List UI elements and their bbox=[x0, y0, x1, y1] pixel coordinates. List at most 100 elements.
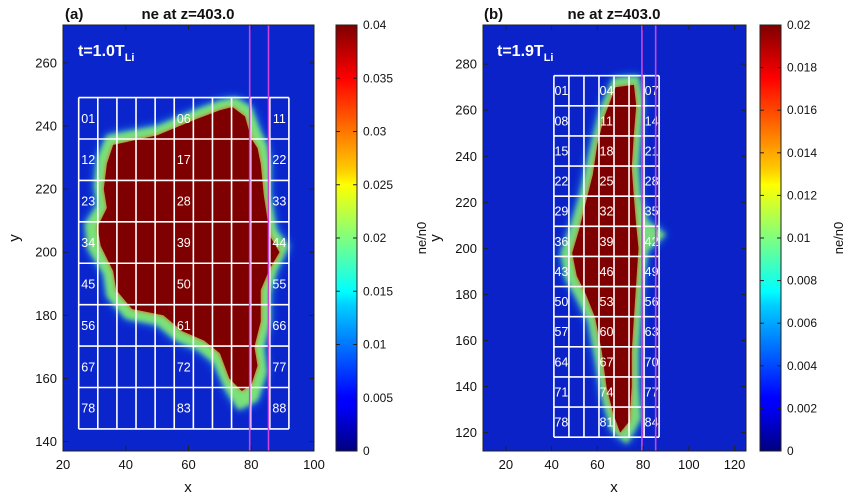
panel-a: (a) ne at z=403.0 01 06 11 12 17 22 23 28 33 34 39… bbox=[6, 6, 429, 496]
y-tick-label: 160 bbox=[35, 371, 57, 386]
panel-b-colorbar-ticks: 0 0.002 0.004 0.006 0.008 0.01 0.012 0.014 0.016… bbox=[760, 18, 817, 458]
colorbar-tick-label: 0.02 bbox=[363, 231, 387, 245]
grid-cell-label: 78 bbox=[81, 402, 95, 416]
colorbar-tick-label: 0.012 bbox=[787, 188, 817, 202]
grid-cell-label: 28 bbox=[645, 175, 659, 189]
grid-cell-label: 08 bbox=[554, 114, 568, 128]
colorbar-tick-label: 0.014 bbox=[787, 146, 817, 160]
y-tick-label: 200 bbox=[455, 241, 477, 256]
y-tick-label: 280 bbox=[455, 57, 477, 72]
panel-b-label: (b) bbox=[484, 6, 503, 23]
grid-cell-label: 22 bbox=[554, 175, 568, 189]
grid-cell-label: 81 bbox=[600, 416, 614, 430]
grid-cell-label: 04 bbox=[600, 84, 614, 98]
grid-cell-label: 57 bbox=[554, 325, 568, 339]
grid-cell-label: 07 bbox=[645, 84, 659, 98]
grid-cell-label: 88 bbox=[272, 402, 286, 416]
y-tick-label: 160 bbox=[455, 333, 477, 348]
grid-cell-label: 45 bbox=[81, 277, 95, 291]
colorbar-tick-label: 0.01 bbox=[363, 338, 387, 352]
grid-cell-label: 70 bbox=[645, 355, 659, 369]
x-tick-label: 60 bbox=[181, 457, 195, 472]
y-tick-label: 180 bbox=[455, 287, 477, 302]
panel-b-time-sub: Li bbox=[544, 52, 554, 64]
y-tick-label: 220 bbox=[455, 195, 477, 210]
grid-cell-label: 32 bbox=[600, 205, 614, 219]
panel-b-colorbar-label: ne/n0 bbox=[831, 222, 846, 255]
panel-a-y-label: y bbox=[6, 234, 23, 242]
grid-cell-label: 39 bbox=[177, 236, 191, 250]
grid-cell-label: 60 bbox=[600, 325, 614, 339]
grid-cell-label: 42 bbox=[645, 235, 659, 249]
y-tick-label: 120 bbox=[455, 425, 477, 440]
grid-cell-label: 25 bbox=[600, 175, 614, 189]
y-tick-label: 140 bbox=[455, 379, 477, 394]
panel-b-vertical-lines bbox=[641, 25, 657, 451]
grid-cell-label: 53 bbox=[600, 295, 614, 309]
colorbar-tick-label: 0.015 bbox=[363, 284, 393, 298]
grid-cell-label: 01 bbox=[81, 112, 95, 126]
grid-cell-label: 15 bbox=[554, 144, 568, 158]
panel-a-colorbar-ticks: 0 0.005 0.01 0.015 0.02 0.025 0.03 0.035 0.04 bbox=[336, 18, 393, 458]
grid-cell-label: 61 bbox=[177, 319, 191, 333]
grid-cell-label: 29 bbox=[554, 205, 568, 219]
grid-cell-label: 78 bbox=[554, 416, 568, 430]
grid-cell-label: 34 bbox=[81, 236, 95, 250]
colorbar-tick-label: 0.02 bbox=[787, 18, 811, 32]
panel-b-density-core bbox=[572, 84, 639, 433]
grid-cell-label: 74 bbox=[600, 385, 614, 399]
grid-cell-label: 06 bbox=[177, 112, 191, 126]
colorbar-tick-label: 0.005 bbox=[363, 391, 393, 405]
grid-cell-label: 77 bbox=[272, 360, 286, 374]
x-tick-label: 20 bbox=[499, 457, 513, 472]
x-tick-label: 120 bbox=[724, 457, 746, 472]
grid-cell-label: 12 bbox=[81, 153, 95, 167]
y-tick-label: 200 bbox=[35, 245, 57, 260]
grid-cell-label: 71 bbox=[554, 385, 568, 399]
x-tick-label: 40 bbox=[544, 457, 558, 472]
grid-cell-label: 11 bbox=[273, 112, 286, 126]
x-tick-label: 100 bbox=[678, 457, 700, 472]
colorbar-tick-label: 0.035 bbox=[363, 71, 393, 85]
grid-cell-label: 50 bbox=[554, 295, 568, 309]
panel-a-grid bbox=[77, 96, 290, 430]
grid-cell-label: 43 bbox=[554, 265, 568, 279]
grid-cell-label: 83 bbox=[177, 402, 191, 416]
grid-cell-label: 64 bbox=[554, 355, 568, 369]
grid-cell-label: 63 bbox=[645, 325, 659, 339]
panel-b-y-label: y bbox=[427, 234, 444, 242]
grid-cell-label: 44 bbox=[272, 236, 286, 250]
panel-a-label: (a) bbox=[65, 6, 83, 23]
y-tick-label: 240 bbox=[35, 118, 57, 133]
panel-b-plot-frame bbox=[482, 24, 747, 452]
grid-cell-label: 72 bbox=[177, 360, 191, 374]
x-tick-label: 80 bbox=[636, 457, 650, 472]
y-tick-label: 240 bbox=[455, 149, 477, 164]
grid-cell-label: 11 bbox=[600, 114, 613, 128]
grid-cell-label: 28 bbox=[177, 195, 191, 209]
y-tick-label: 140 bbox=[35, 434, 57, 449]
grid-cell-label: 17 bbox=[177, 153, 191, 167]
grid-cell-label: 36 bbox=[554, 235, 568, 249]
y-tick-label: 260 bbox=[455, 103, 477, 118]
colorbar-tick-label: 0.018 bbox=[787, 61, 817, 75]
panel-a-cell-labels: 01 06 11 12 17 22 23 28 33 34 39 44 45 50 55 56 61 66 67 72… bbox=[81, 112, 286, 416]
panel-b-grid bbox=[553, 74, 660, 438]
panel-a-time-label: t=1.0TLi bbox=[78, 43, 134, 64]
grid-cell-label: 35 bbox=[645, 205, 659, 219]
y-tick-label: 220 bbox=[35, 182, 57, 197]
grid-cell-label: 67 bbox=[600, 355, 614, 369]
panel-b-title: ne at z=403.0 bbox=[568, 6, 661, 23]
y-tick-label: 180 bbox=[35, 308, 57, 323]
panel-b-x-ticks: 20 40 60 80 100 120 bbox=[499, 25, 746, 472]
x-tick-label: 40 bbox=[119, 457, 133, 472]
grid-cell-label: 49 bbox=[645, 265, 659, 279]
grid-cell-label: 67 bbox=[81, 360, 95, 374]
grid-cell-label: 56 bbox=[645, 295, 659, 309]
colorbar-tick-label: 0 bbox=[787, 444, 794, 458]
colorbar-tick-label: 0.016 bbox=[787, 103, 817, 117]
panel-a-colorbar-label: ne/n0 bbox=[414, 222, 429, 255]
panel-a-density-core bbox=[97, 107, 280, 391]
panel-b-time-label: t=1.9TLi bbox=[497, 43, 553, 64]
